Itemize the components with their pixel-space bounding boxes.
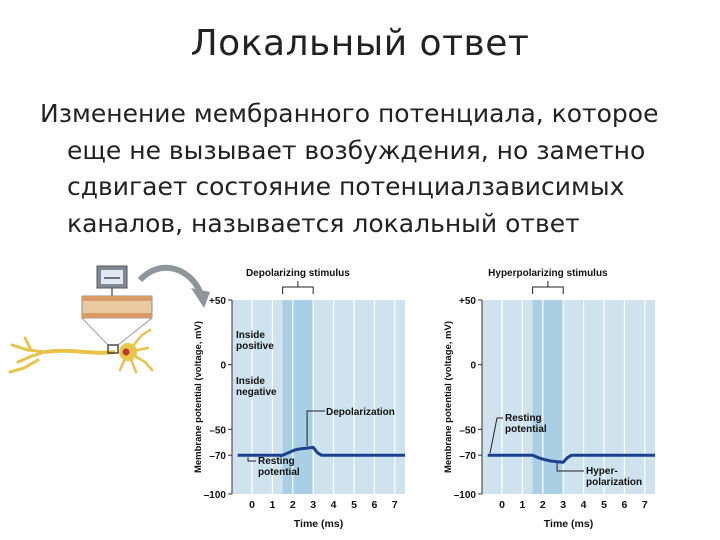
potential-trace: [237, 445, 405, 457]
resting-potential-label: Resting potential: [505, 413, 547, 435]
x-tick-label: 7: [642, 499, 648, 511]
y-tick-label: 0: [220, 361, 226, 372]
x-tick-label: 5: [601, 499, 607, 511]
x-tick-label: 4: [581, 499, 587, 511]
definition-line-1: Изменение мембранного потенциала, которо…: [40, 99, 659, 128]
x-tick-label: 7: [392, 499, 398, 511]
y-axis-label: Membrane potential (voltage, mV): [443, 321, 454, 473]
y-tick-label: –100: [454, 490, 477, 501]
depolarization-leader: [306, 410, 325, 447]
stimulus-label: Hyperpolarizing stimulus: [488, 268, 608, 279]
definition-line-4: каналов, называется локальный ответ: [67, 208, 580, 238]
depolarization-panel: +50 0 –50 –70 –100 0 1 2 3 4 5 6 7 Time (ms) Membrane …: [193, 268, 405, 530]
inside-positive-label: Inside positive: [236, 330, 274, 352]
x-tick-label: 4: [331, 499, 337, 511]
depolarization-label: Depolarization: [326, 407, 395, 418]
x-axis-label: Time (ms): [544, 518, 593, 530]
y-tick-label: –50: [459, 425, 476, 436]
panel-background: [482, 300, 655, 494]
x-axis-label: Time (ms): [294, 518, 343, 530]
hyperpolarization-leader: [556, 462, 584, 472]
definition-line-2: еще не вызывает возбуждения, но заметно: [67, 135, 646, 165]
x-tick-label: 0: [249, 499, 255, 511]
hyperpolarization-panel: +50 0 –50 –70 –100 0 1 2 3 4 5 6 7 Time (ms) Membrane …: [443, 268, 655, 530]
hyperpolarization-label: Hyper-polarization: [586, 466, 642, 488]
x-tick-label: 3: [310, 499, 316, 511]
x-tick-label: 6: [621, 499, 627, 511]
x-tick-label: 2: [540, 499, 546, 511]
stimulus-bracket: [532, 281, 564, 294]
stimulus-bracket: [282, 281, 314, 294]
x-tick-label: 1: [269, 499, 275, 511]
x-tick-label: 2: [290, 499, 296, 511]
y-tick-label: –70: [209, 451, 226, 462]
stimulus-band: [282, 300, 314, 494]
y-tick-label: –70: [459, 451, 476, 462]
x-tick-label: 3: [560, 499, 566, 511]
x-tick-label: 1: [519, 499, 525, 511]
neuron-electrode-illustration: [8, 264, 210, 374]
stimulus-band: [532, 300, 564, 494]
x-tick-label: 0: [499, 499, 505, 511]
panel-background: [232, 300, 405, 494]
resting-leader: [247, 457, 256, 462]
x-tick-label: 5: [351, 499, 357, 511]
y-tick-label: +50: [459, 296, 476, 307]
stimulus-label: Depolarizing stimulus: [246, 268, 350, 279]
resting-leader: [489, 417, 503, 454]
definition-text: Изменение мембранного потенциала, которо…: [40, 96, 700, 242]
y-tick-label: –50: [209, 425, 226, 436]
potential-trace: [487, 453, 655, 464]
y-tick-label: 0: [470, 361, 476, 372]
x-tick-label: 6: [371, 499, 377, 511]
y-tick-label: +50: [209, 296, 226, 307]
definition-line-3: сдвигает состояние потенциалзависимых: [67, 172, 625, 201]
inside-negative-label: Inside negative: [236, 376, 277, 398]
y-tick-label: –100: [204, 490, 227, 501]
y-axis-label: Membrane potential (voltage, mV): [193, 321, 204, 473]
slide-title: Локальный ответ: [190, 23, 530, 64]
resting-potential-label: Resting potential: [258, 456, 300, 478]
